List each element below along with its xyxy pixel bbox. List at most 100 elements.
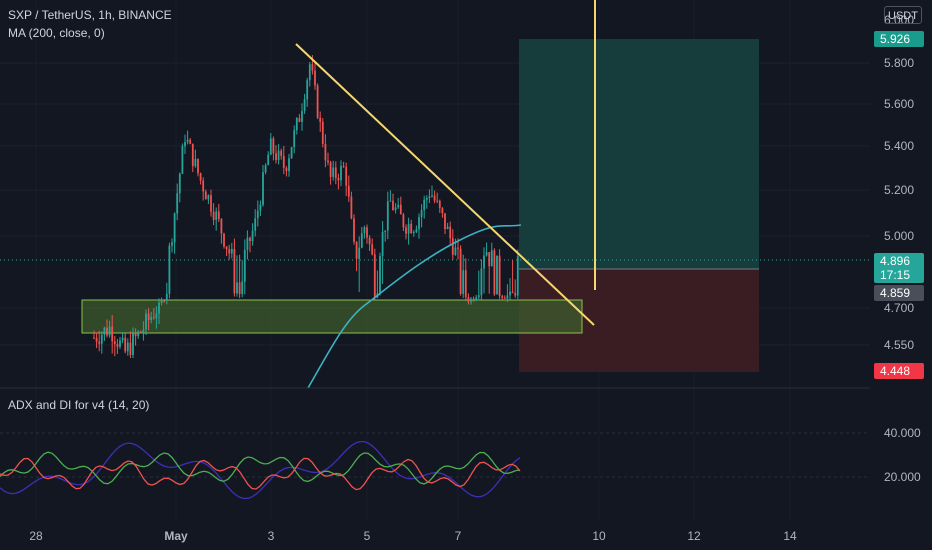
candle xyxy=(98,330,101,352)
candle-body xyxy=(269,138,272,155)
candle-body xyxy=(272,138,275,154)
candle xyxy=(241,259,244,298)
candle-body xyxy=(444,213,446,229)
candle-body xyxy=(181,146,184,174)
position-zones[interactable] xyxy=(0,39,870,372)
candle-body xyxy=(353,218,355,242)
candle xyxy=(194,149,197,168)
candle xyxy=(423,195,426,219)
candle-body xyxy=(340,166,342,181)
candle xyxy=(280,148,283,160)
stop-price-tag: 4.448 xyxy=(874,363,924,379)
candle xyxy=(249,236,251,253)
candle-body xyxy=(366,227,368,238)
candle-body xyxy=(303,99,306,112)
candle-body xyxy=(311,64,314,71)
candle xyxy=(446,222,449,230)
candle xyxy=(272,136,275,161)
ma-200-line[interactable] xyxy=(307,224,522,389)
candle-body xyxy=(93,337,95,339)
candle xyxy=(506,284,509,302)
candle-body xyxy=(189,139,192,144)
ma-price-tag: 4.859 xyxy=(874,285,924,301)
support-zone[interactable] xyxy=(81,299,583,334)
candle xyxy=(171,238,173,253)
candle xyxy=(360,226,363,249)
candle xyxy=(389,190,392,202)
candle-body xyxy=(379,256,381,294)
candle xyxy=(228,244,231,260)
candle-body xyxy=(347,185,350,197)
candle-body xyxy=(496,255,498,295)
candle xyxy=(368,235,371,252)
time-axis[interactable]: 28 May 3 5 7 10 12 14 xyxy=(29,529,797,543)
candle-body xyxy=(176,193,179,214)
candle xyxy=(210,189,212,217)
candle xyxy=(236,255,238,297)
candle-body xyxy=(298,118,301,122)
adx-legend[interactable]: ADX and DI for v4 (14, 20) xyxy=(8,398,150,412)
candle-body xyxy=(418,217,420,230)
candle xyxy=(230,242,233,259)
candle-body xyxy=(295,118,298,131)
candle-body xyxy=(334,167,337,179)
candle xyxy=(449,221,452,245)
adx-tick-label: 20.000 xyxy=(884,470,921,484)
descending-trendline[interactable] xyxy=(295,43,595,326)
overlays[interactable] xyxy=(295,0,596,389)
candle xyxy=(511,260,514,294)
last-price-value: 4.896 xyxy=(880,254,911,268)
candle xyxy=(290,146,293,159)
candle-body xyxy=(316,85,319,118)
candle-body xyxy=(163,300,166,302)
candle xyxy=(254,209,257,237)
candle xyxy=(155,306,158,329)
candle xyxy=(186,130,189,145)
candle xyxy=(191,143,194,173)
candle-body xyxy=(371,244,374,255)
candle xyxy=(433,190,436,204)
candle xyxy=(444,213,446,235)
candle-body xyxy=(126,342,129,352)
candle xyxy=(516,249,519,300)
candle-body xyxy=(119,340,121,347)
candle-body xyxy=(475,297,478,301)
ma-legend[interactable]: MA (200, close, 0) xyxy=(8,26,105,40)
candle-body xyxy=(191,143,194,167)
candlesticks[interactable] xyxy=(93,55,519,358)
candle-body xyxy=(397,204,400,208)
candle xyxy=(243,239,246,295)
candle xyxy=(459,245,462,296)
candle xyxy=(269,133,272,156)
candle xyxy=(402,212,405,232)
candle xyxy=(168,242,171,299)
candle xyxy=(181,143,184,175)
candle xyxy=(100,331,103,354)
candle-body xyxy=(301,111,303,122)
candle xyxy=(324,134,327,168)
price-tick-label: 4.700 xyxy=(884,301,914,315)
candle xyxy=(316,83,319,120)
currency-button[interactable]: USDT xyxy=(884,6,922,24)
candle-body xyxy=(389,200,392,202)
candle-body xyxy=(212,211,215,220)
candle xyxy=(366,224,368,244)
candle-body xyxy=(420,210,423,218)
candle-body xyxy=(467,297,470,302)
candle-body xyxy=(514,293,517,296)
candle xyxy=(394,203,397,214)
candle xyxy=(337,173,340,190)
candle xyxy=(126,338,129,356)
candle xyxy=(184,134,186,154)
price-tick-label: 5.200 xyxy=(884,183,914,197)
candle xyxy=(407,217,410,245)
candle xyxy=(472,296,475,302)
candle-body xyxy=(285,167,288,172)
candle-body xyxy=(275,153,277,161)
candle xyxy=(379,252,381,296)
symbol-title[interactable]: SXP / TetherUS, 1h, BINANCE xyxy=(8,8,172,22)
profit-zone[interactable] xyxy=(519,39,759,269)
candle xyxy=(480,259,483,300)
candle xyxy=(418,213,420,239)
